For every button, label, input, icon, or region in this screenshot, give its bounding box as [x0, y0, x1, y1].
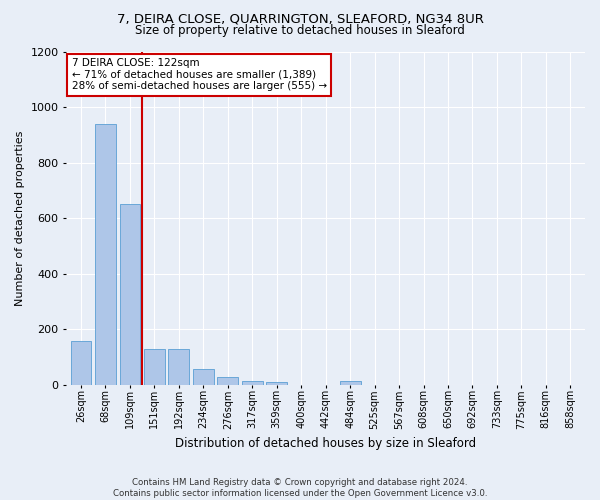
Text: 7, DEIRA CLOSE, QUARRINGTON, SLEAFORD, NG34 8UR: 7, DEIRA CLOSE, QUARRINGTON, SLEAFORD, N…	[116, 12, 484, 26]
Bar	[242, 381, 263, 385]
Text: Size of property relative to detached houses in Sleaford: Size of property relative to detached ho…	[135, 24, 465, 37]
Bar	[193, 369, 214, 385]
Bar	[95, 124, 116, 385]
Bar	[119, 204, 140, 385]
Bar	[169, 349, 189, 385]
Bar	[71, 340, 91, 385]
Text: Contains HM Land Registry data © Crown copyright and database right 2024.
Contai: Contains HM Land Registry data © Crown c…	[113, 478, 487, 498]
Bar	[144, 349, 165, 385]
Text: 7 DEIRA CLOSE: 122sqm
← 71% of detached houses are smaller (1,389)
28% of semi-d: 7 DEIRA CLOSE: 122sqm ← 71% of detached …	[71, 58, 326, 92]
Y-axis label: Number of detached properties: Number of detached properties	[15, 130, 25, 306]
Bar	[266, 382, 287, 385]
X-axis label: Distribution of detached houses by size in Sleaford: Distribution of detached houses by size …	[175, 437, 476, 450]
Bar	[217, 376, 238, 385]
Bar	[340, 381, 361, 385]
